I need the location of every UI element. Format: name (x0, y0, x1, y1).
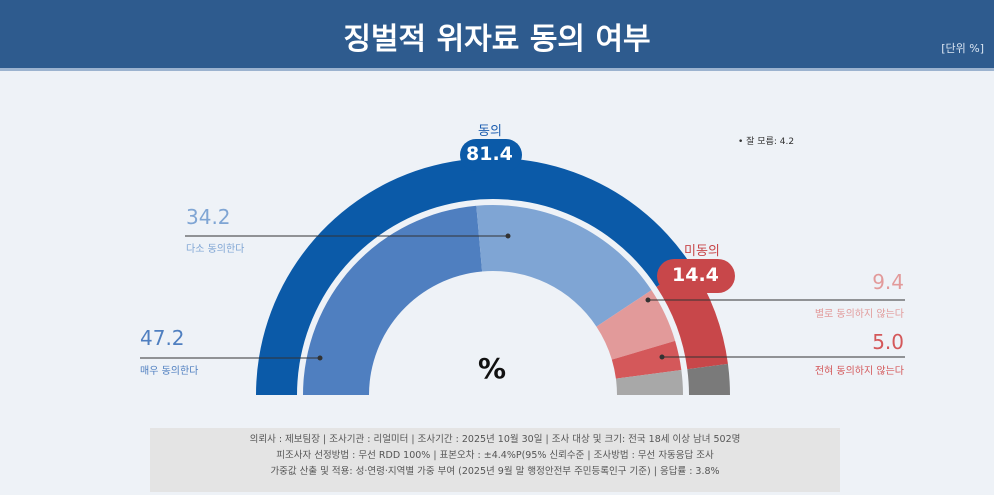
disagree-value: 14.4 (672, 264, 719, 286)
some-disagree-name: 별로 동의하지 않는다 (814, 309, 904, 320)
strong-disagree-name: 전혀 동의하지 않는다 (814, 366, 904, 377)
inner-segment-2 (596, 290, 676, 360)
footer-line: 가중값 산출 및 적용: 성·연령·지역별 가중 부여 (2025년 9월 말 … (270, 466, 720, 477)
outer-segment-0 (256, 158, 691, 395)
inner-segment-3 (611, 340, 682, 379)
strong-agree-value: 47.2 (140, 326, 185, 350)
agree-label: 동의 (478, 124, 502, 139)
footer-line: 의뢰사 : 제보팀장 | 조사기관 : 리얼미터 | 조사기간 : 2025년 … (249, 434, 741, 445)
some-disagree-value: 9.4 (872, 270, 904, 294)
leader-lines (140, 233, 905, 361)
strong-disagree-value: 5.0 (872, 330, 904, 354)
outer-segment-2 (687, 363, 730, 395)
some-agree-name: 다소 동의한다 (186, 244, 245, 255)
inner-segment-1 (476, 205, 652, 327)
footer-line: 피조사자 선정방법 : 무선 RDD 100% | 표본오차 : ±4.4%P(… (276, 450, 714, 461)
disagree-label: 미동의 (684, 244, 720, 259)
agree-value: 81.4 (466, 143, 513, 165)
dont-know-note: • 잘 모름: 4.2 (738, 137, 795, 147)
center-label: % (478, 352, 507, 385)
chart-title: 징벌적 위자료 동의 여부 (343, 22, 651, 57)
disagree-badge (657, 259, 735, 293)
some-agree-value: 34.2 (186, 205, 231, 229)
agree-badge (460, 139, 522, 171)
survey-footer: 의뢰사 : 제보팀장 | 조사기관 : 리얼미터 | 조사기간 : 2025년 … (150, 428, 840, 492)
strong-agree-name: 매우 동의한다 (140, 366, 199, 377)
unit-label: [단위 %] (941, 42, 984, 55)
header: 징벌적 위자료 동의 여부 [단위 %] (0, 0, 994, 71)
inner-segment-0 (303, 205, 483, 395)
inner-segment-4 (615, 370, 683, 395)
